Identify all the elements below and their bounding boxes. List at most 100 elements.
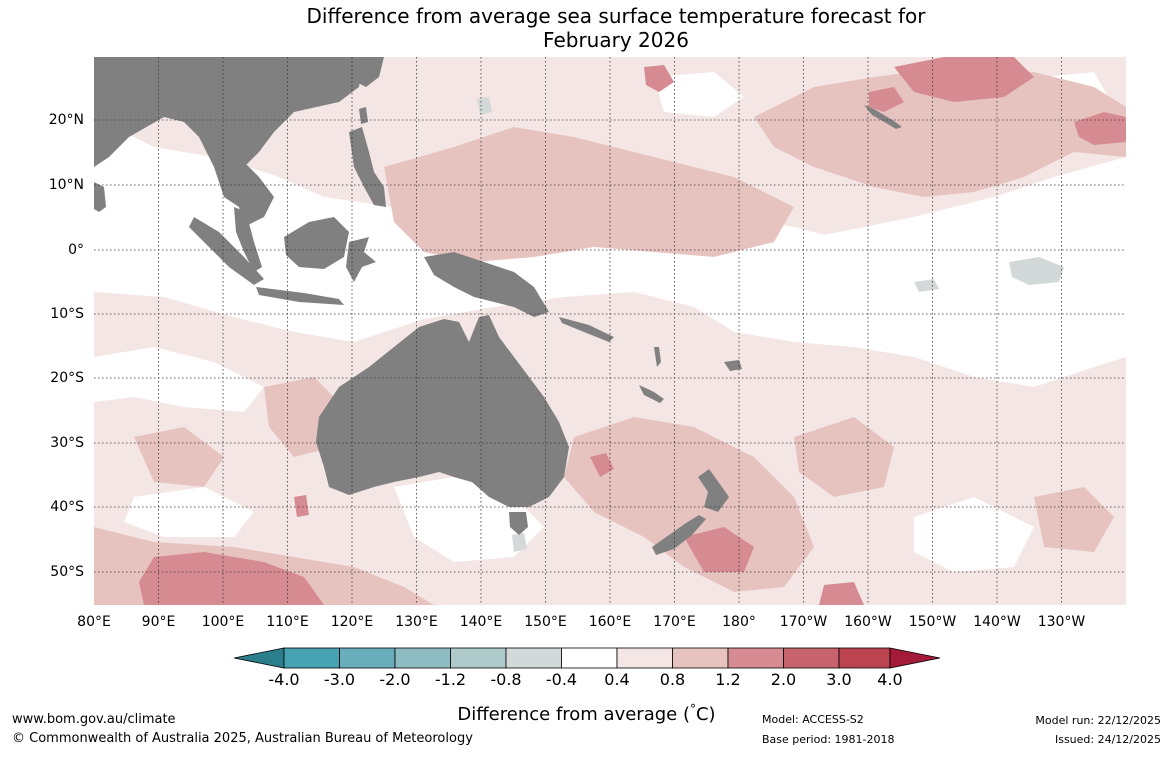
colorbar-label-prefix: Difference from average ( bbox=[457, 704, 690, 725]
colorbar-tick-10: 2.0 bbox=[770, 670, 797, 689]
land-new-caledonia bbox=[639, 385, 664, 403]
colorbar-tick-5: -0.8 bbox=[490, 670, 522, 689]
land-solomon-islands bbox=[559, 317, 614, 342]
footer-copyright: © Commonwealth of Australia 2025, Austra… bbox=[12, 731, 473, 746]
land-india-tip bbox=[94, 182, 106, 212]
colorbar-segment-3 bbox=[394, 647, 451, 669]
anomaly-strong-warm-philippine-sea bbox=[644, 65, 674, 92]
anomaly-strong-warm-hawaii-west bbox=[869, 87, 904, 112]
footer-model: Model: ACCESS-S2 bbox=[762, 713, 864, 726]
lon-label-180: 180° bbox=[722, 614, 756, 630]
land-new-zealand-south bbox=[652, 515, 706, 555]
colorbar-segment-9 bbox=[727, 647, 784, 669]
map-title: Difference from average sea surface temp… bbox=[0, 4, 1173, 52]
colorbar bbox=[234, 647, 940, 669]
map-title-line-2: February 2026 bbox=[543, 28, 689, 52]
lat-label-10n: 10°N bbox=[48, 177, 84, 193]
land-new-zealand-north bbox=[698, 469, 729, 512]
anomaly-strong-warm-east-south bbox=[819, 582, 864, 605]
land-sumatra bbox=[189, 217, 264, 285]
land-malay-peninsula bbox=[234, 207, 262, 272]
land-hawaii bbox=[864, 105, 902, 129]
land-vanuatu bbox=[654, 347, 661, 367]
land-fiji bbox=[724, 360, 742, 371]
lon-label-120e: 120°E bbox=[330, 614, 374, 630]
land-australia bbox=[316, 315, 569, 507]
anomaly-light-cool-east-equatorial bbox=[1009, 257, 1064, 285]
colorbar-label-suffix: C) bbox=[695, 704, 716, 725]
sst-anomaly-map bbox=[94, 57, 1126, 605]
land-philippines bbox=[349, 127, 386, 207]
lon-label-150w: 150°W bbox=[908, 614, 957, 630]
neutral-east-pacific-south bbox=[914, 497, 1034, 572]
colorbar-segment-10 bbox=[783, 647, 840, 669]
neutral-indian-ocean-south bbox=[94, 347, 264, 412]
map-title-line-1: Difference from average sea surface temp… bbox=[306, 4, 926, 28]
land-new-guinea bbox=[424, 252, 549, 317]
lat-label-30s: 30°S bbox=[50, 435, 84, 451]
lon-label-80e: 80°E bbox=[77, 614, 111, 630]
anomaly-strong-warm-nz-east bbox=[684, 527, 754, 572]
lon-label-100e: 100°E bbox=[201, 614, 245, 630]
land-java bbox=[256, 287, 344, 305]
footer-model-run: Model run: 22/12/2025 bbox=[1035, 714, 1161, 727]
colorbar-segment-6 bbox=[561, 647, 618, 669]
anomaly-strong-warm-tasman-west bbox=[590, 453, 614, 477]
lat-label-40s: 40°S bbox=[50, 499, 84, 515]
footer-website-link[interactable]: www.bom.gov.au/climate bbox=[12, 712, 176, 727]
colorbar-segment-8 bbox=[672, 647, 729, 669]
lon-label-140e: 140°E bbox=[459, 614, 503, 630]
lon-label-130w: 130°W bbox=[1037, 614, 1086, 630]
colorbar-tick-2: -3.0 bbox=[323, 670, 356, 689]
colorbar-tick-12: 4.0 bbox=[877, 670, 903, 689]
neutral-indian-ocean-band bbox=[94, 197, 264, 287]
anomaly-mid-warm-far-south-east bbox=[1034, 487, 1114, 552]
colorbar-tick-9: 1.2 bbox=[715, 670, 741, 689]
lat-label-50s: 50°S bbox=[50, 564, 84, 580]
neutral-southern-indian bbox=[124, 487, 254, 537]
anomaly-light-cool-tasmania-south bbox=[512, 533, 527, 552]
footer-issued: Issued: 24/12/2025 bbox=[1054, 733, 1161, 746]
anomaly-mid-warm-south-indian bbox=[134, 427, 224, 487]
lon-label-140w: 140°W bbox=[973, 614, 1021, 630]
colorbar-segment-11 bbox=[838, 647, 891, 669]
lat-label-20s: 20°S bbox=[50, 370, 84, 386]
anomaly-strong-warm-southern-ocean bbox=[139, 552, 324, 605]
anomaly-mid-warm-west-pacific bbox=[384, 127, 794, 262]
map-canvas bbox=[94, 57, 1126, 605]
colorbar-tick-3: -2.0 bbox=[379, 670, 411, 689]
lon-label-160e: 160°E bbox=[588, 614, 632, 630]
colorbar-tick-1: -4.0 bbox=[268, 670, 300, 689]
colorbar-tick-8: 0.8 bbox=[659, 670, 686, 689]
colorbar-label-degree: ° bbox=[689, 702, 696, 716]
colorbar-segment-4 bbox=[450, 647, 507, 669]
colorbar-segment-5 bbox=[505, 647, 562, 669]
anomaly-strong-warm-north-pacific bbox=[894, 57, 1034, 102]
land-asia bbox=[94, 57, 364, 182]
colorbar-segment-1 bbox=[283, 647, 340, 669]
colorbar-arrow-low bbox=[234, 647, 285, 669]
lon-label-170w: 170°W bbox=[779, 614, 828, 630]
colorbar-tick-7: 0.4 bbox=[604, 670, 630, 689]
lon-label-130e: 130°E bbox=[395, 614, 438, 630]
lon-label-90e: 90°E bbox=[141, 614, 176, 630]
anomaly-band-strong-warm bbox=[139, 57, 1126, 605]
colorbar-arrow-high bbox=[889, 647, 940, 669]
colorbar-segment-7 bbox=[616, 647, 673, 669]
anomaly-mid-warm-north-pacific bbox=[754, 67, 1126, 197]
anomaly-strong-warm-indian-south bbox=[294, 495, 309, 517]
lon-label-110e: 110°E bbox=[266, 614, 309, 630]
lon-label-170e: 170°E bbox=[653, 614, 696, 630]
footer-base-period: Base period: 1981-2018 bbox=[762, 733, 895, 746]
lat-label-equator: 0° bbox=[68, 242, 84, 258]
land-borneo bbox=[284, 217, 349, 269]
graticule bbox=[94, 57, 1126, 605]
land-japan bbox=[354, 57, 384, 87]
colorbar-label: Difference from average (°C) bbox=[0, 698, 1173, 726]
colorbar-tick-11: 3.0 bbox=[826, 670, 852, 689]
land-masses bbox=[94, 57, 902, 555]
land-indochina bbox=[214, 162, 274, 227]
lon-label-160w: 160°W bbox=[844, 614, 892, 630]
neutral-northwest-pacific bbox=[654, 72, 744, 117]
colorbar-tick-4: -1.2 bbox=[434, 670, 467, 689]
